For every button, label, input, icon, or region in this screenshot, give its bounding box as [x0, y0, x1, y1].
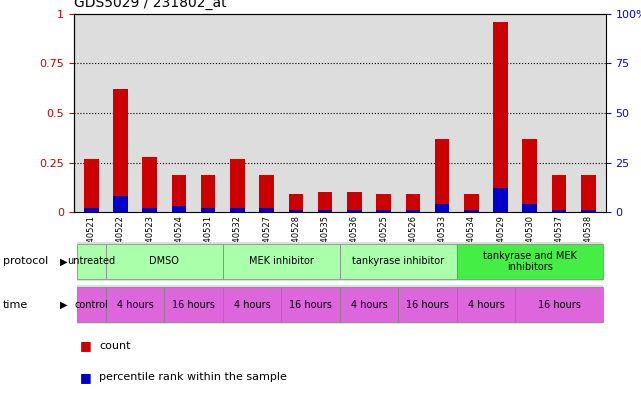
Bar [106, 244, 223, 279]
Bar [398, 287, 456, 322]
Text: 4 hours: 4 hours [117, 299, 153, 310]
Bar [318, 210, 333, 212]
Text: DMSO: DMSO [149, 256, 179, 266]
Bar [456, 244, 603, 279]
Bar [281, 287, 340, 322]
Bar [164, 287, 223, 322]
Bar [106, 287, 164, 322]
Bar [435, 139, 449, 212]
Text: 16 hours: 16 hours [406, 299, 449, 310]
Bar [318, 192, 333, 212]
Text: 16 hours: 16 hours [538, 299, 580, 310]
Bar [230, 208, 245, 212]
Bar [522, 204, 537, 212]
Text: ▶: ▶ [60, 299, 67, 310]
Text: protocol: protocol [3, 256, 49, 266]
Text: count: count [99, 341, 131, 351]
Bar [464, 195, 479, 212]
Bar [77, 287, 106, 322]
Bar [172, 174, 187, 212]
Text: ▶: ▶ [60, 256, 67, 266]
Bar [77, 244, 106, 279]
Text: MEK inhibitor: MEK inhibitor [249, 256, 313, 266]
Bar [84, 159, 99, 212]
Bar [347, 192, 362, 212]
Bar [288, 195, 303, 212]
Text: 4 hours: 4 hours [467, 299, 504, 310]
Bar [493, 188, 508, 212]
Bar [201, 174, 215, 212]
Text: 4 hours: 4 hours [234, 299, 271, 310]
Bar [581, 210, 595, 212]
Bar [260, 208, 274, 212]
Bar [522, 139, 537, 212]
Text: ■: ■ [80, 339, 92, 353]
Text: control: control [74, 299, 108, 310]
Text: time: time [3, 299, 28, 310]
Bar [515, 287, 603, 322]
Bar [201, 208, 215, 212]
Bar [223, 287, 281, 322]
Bar [406, 195, 420, 212]
Bar [464, 210, 479, 212]
Text: tankyrase inhibitor: tankyrase inhibitor [352, 256, 444, 266]
Bar [493, 22, 508, 212]
Bar [223, 244, 340, 279]
Bar [142, 157, 157, 212]
Bar [340, 244, 456, 279]
Text: untreated: untreated [67, 256, 115, 266]
Bar [456, 287, 515, 322]
Bar [552, 210, 566, 212]
Bar [288, 210, 303, 212]
Text: tankyrase and MEK
inhibitors: tankyrase and MEK inhibitors [483, 251, 577, 272]
Text: GDS5029 / 231802_at: GDS5029 / 231802_at [74, 0, 226, 10]
Bar [552, 174, 566, 212]
Bar [376, 195, 391, 212]
Bar [435, 204, 449, 212]
Bar [260, 174, 274, 212]
Bar [340, 287, 398, 322]
Bar [142, 208, 157, 212]
Bar [406, 210, 420, 212]
Bar [347, 210, 362, 212]
Text: ■: ■ [80, 371, 92, 384]
Bar [113, 89, 128, 212]
Bar [172, 206, 187, 212]
Bar [113, 196, 128, 212]
Bar [84, 208, 99, 212]
Bar [581, 174, 595, 212]
Text: 4 hours: 4 hours [351, 299, 387, 310]
Text: percentile rank within the sample: percentile rank within the sample [99, 372, 287, 382]
Text: 16 hours: 16 hours [289, 299, 332, 310]
Bar [230, 159, 245, 212]
Bar [376, 210, 391, 212]
Text: 16 hours: 16 hours [172, 299, 215, 310]
